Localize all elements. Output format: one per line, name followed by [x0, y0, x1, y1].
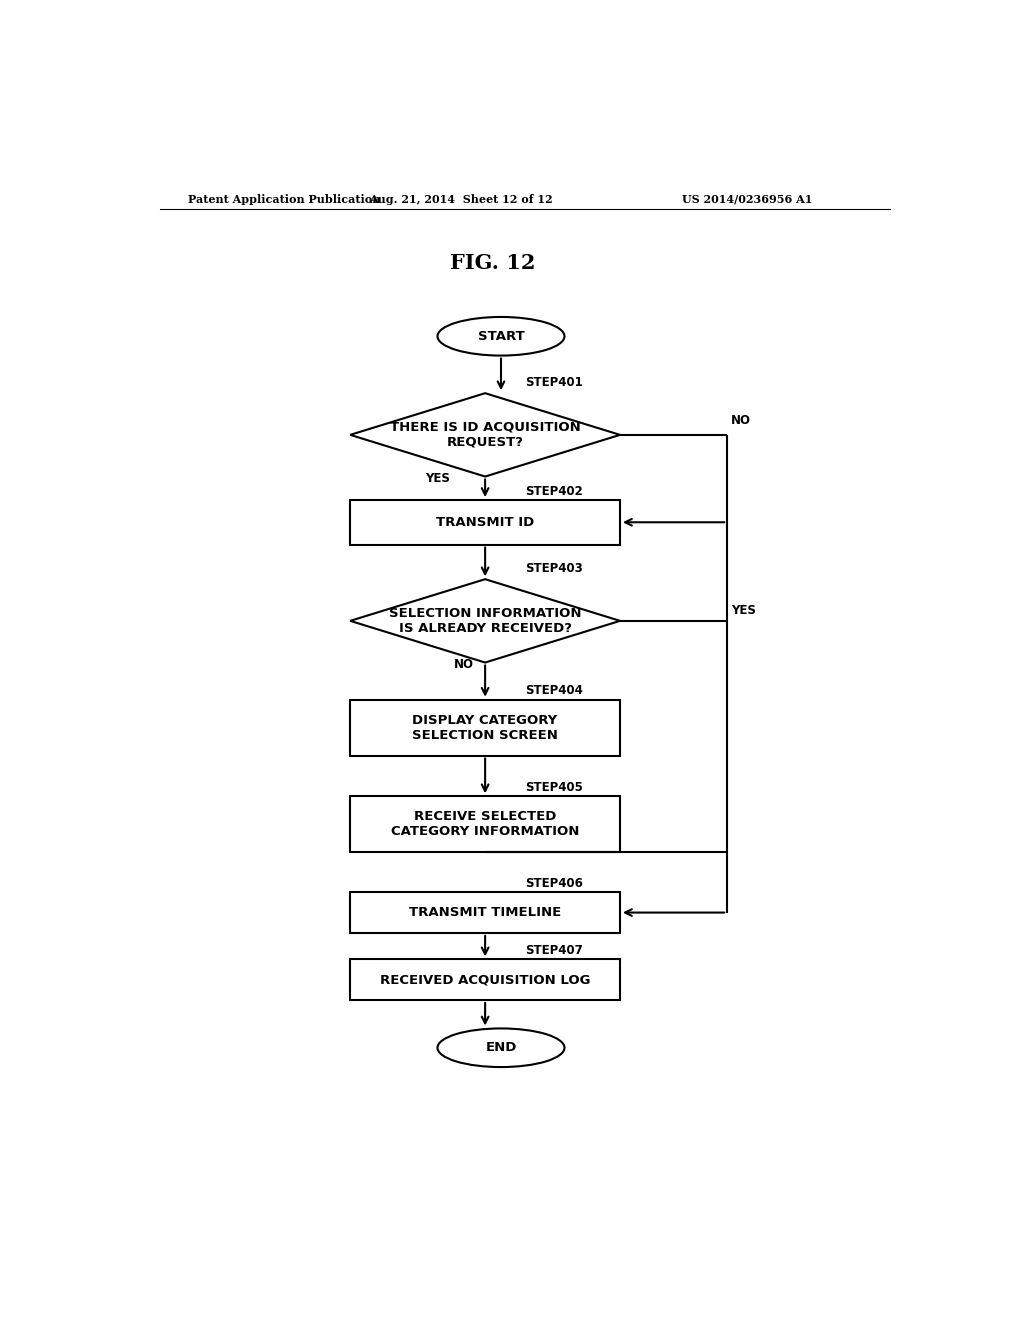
Text: START: START: [477, 330, 524, 343]
Text: STEP404: STEP404: [524, 684, 583, 697]
Text: SELECTION INFORMATION
IS ALREADY RECEIVED?: SELECTION INFORMATION IS ALREADY RECEIVE…: [389, 607, 582, 635]
Text: RECEIVE SELECTED
CATEGORY INFORMATION: RECEIVE SELECTED CATEGORY INFORMATION: [391, 810, 580, 838]
Text: YES: YES: [426, 473, 451, 486]
Text: STEP406: STEP406: [524, 878, 583, 890]
Text: THERE IS ID ACQUISITION
REQUEST?: THERE IS ID ACQUISITION REQUEST?: [390, 421, 581, 449]
Text: STEP402: STEP402: [524, 484, 583, 498]
Text: NO: NO: [731, 413, 752, 426]
Text: TRANSMIT TIMELINE: TRANSMIT TIMELINE: [409, 906, 561, 919]
Text: STEP403: STEP403: [524, 562, 583, 576]
Text: TRANSMIT ID: TRANSMIT ID: [436, 516, 535, 529]
Text: NO: NO: [454, 659, 473, 672]
Text: FIG. 12: FIG. 12: [451, 253, 536, 273]
Text: STEP405: STEP405: [524, 780, 583, 793]
Text: DISPLAY CATEGORY
SELECTION SCREEN: DISPLAY CATEGORY SELECTION SCREEN: [413, 714, 558, 742]
Text: STEP401: STEP401: [524, 376, 583, 389]
Text: Aug. 21, 2014  Sheet 12 of 12: Aug. 21, 2014 Sheet 12 of 12: [370, 194, 553, 205]
Text: RECEIVED ACQUISITION LOG: RECEIVED ACQUISITION LOG: [380, 973, 591, 986]
Text: Patent Application Publication: Patent Application Publication: [187, 194, 380, 205]
Text: END: END: [485, 1041, 517, 1055]
Text: STEP407: STEP407: [524, 944, 583, 957]
Text: YES: YES: [731, 603, 756, 616]
Text: US 2014/0236956 A1: US 2014/0236956 A1: [682, 194, 812, 205]
